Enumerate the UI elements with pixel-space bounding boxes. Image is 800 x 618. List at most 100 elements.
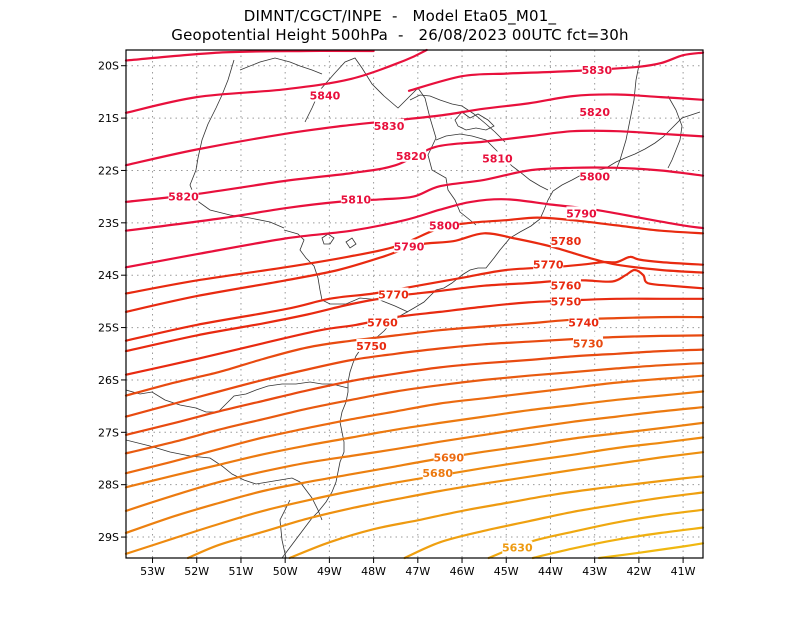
state-border	[125, 381, 349, 413]
y-tick-label-2: 22S	[98, 164, 119, 177]
contour-label-23: 5630	[502, 542, 533, 555]
contour-label-bg-19	[568, 315, 599, 329]
contour-5600-25	[531, 526, 705, 560]
y-tick-label-8: 28S	[98, 479, 119, 492]
contour-5640-21	[186, 451, 705, 560]
x-tick-label-5: 48W	[361, 565, 386, 578]
contour-label-bg-18	[550, 294, 581, 308]
contour-label-bg-2	[581, 62, 612, 76]
contour-5830-1	[124, 48, 428, 114]
contour-label-14: 5770	[533, 259, 564, 272]
contour-label-1: 5830	[374, 120, 405, 133]
country-border	[279, 499, 291, 559]
contour-label-22: 5680	[422, 467, 453, 480]
contour-label-bg-14	[533, 257, 564, 271]
contour-label-bg-22	[422, 466, 453, 480]
plot-frame	[125, 49, 704, 559]
contour-label-7: 5810	[482, 152, 513, 165]
x-axis-ticks: 53W 52W 51W 50W 49W 48W 47W 46W 45W 44W 43W 42W 41W	[140, 558, 696, 578]
contour-5660-19	[124, 421, 705, 534]
contour-label-15: 5760	[367, 316, 398, 329]
state-border	[239, 57, 323, 75]
contour-5830-2	[407, 51, 705, 92]
x-tick-label-2: 51W	[229, 565, 254, 578]
reservoir	[321, 233, 335, 245]
x-tick-label-3: 50W	[273, 565, 298, 578]
contour-lines	[124, 48, 705, 560]
contour-labels: 5840 5830 5830 5820 5820 5820 5810 5810 5800 5800…	[168, 62, 613, 555]
contour-label-9: 5800	[579, 171, 610, 184]
contour-label-bg-16	[550, 278, 581, 292]
contour-5700-15	[124, 362, 705, 455]
contour-label-11: 5790	[566, 207, 597, 220]
contour-5750-10	[124, 268, 705, 353]
x-tick-label-12: 41W	[671, 565, 696, 578]
reservoir	[345, 237, 357, 249]
contour-5680-17	[124, 390, 705, 489]
x-tick-label-7: 46W	[450, 565, 475, 578]
y-axis-ticks: 20S 21S 22S 23S 24S 25S 26S 27S 28S 29S	[98, 60, 126, 544]
y-tick-label-9: 29S	[98, 531, 119, 544]
contour-5790-6	[124, 198, 705, 269]
contour-label-bg-6	[340, 192, 371, 206]
contour-5800-5	[124, 166, 705, 232]
contour-label-18: 5750	[551, 295, 582, 308]
y-tick-label-5: 25S	[98, 322, 119, 335]
x-tick-label-9: 44W	[538, 565, 563, 578]
contour-label-bg-7	[482, 151, 513, 165]
contour-label-0: 5840	[310, 90, 341, 103]
contour-label-16: 5760	[551, 280, 582, 293]
y-tick-label-7: 27S	[98, 426, 119, 439]
contour-5690-16	[124, 374, 705, 475]
contour-5780-7	[124, 216, 705, 295]
contour-label-bg-20	[573, 336, 604, 350]
contour-label-5: 5820	[579, 106, 610, 119]
contour-label-4: 5820	[396, 150, 427, 163]
y-tick-label-0: 20S	[98, 60, 119, 73]
contour-5630-22	[288, 475, 705, 560]
state-border	[615, 59, 641, 171]
contour-5720-13	[124, 334, 705, 418]
x-tick-label-6: 47W	[405, 565, 430, 578]
contour-label-17: 5750	[356, 340, 387, 353]
contour-5670-18	[124, 406, 705, 512]
contour-5820-3	[124, 93, 705, 167]
state-border	[667, 95, 683, 169]
contour-5740-11	[124, 297, 705, 376]
contour-label-8: 5800	[429, 219, 460, 232]
contour-label-bg-12	[550, 234, 581, 248]
contour-label-bg-3	[168, 189, 199, 203]
contour-label-bg-8	[429, 218, 460, 232]
contour-label-10: 5790	[394, 240, 425, 253]
reservoir	[454, 111, 495, 131]
x-tick-label-8: 45W	[494, 565, 519, 578]
x-tick-label-11: 42W	[626, 565, 651, 578]
chart-title-line2: Geopotential Height 500hPa - 26/08/2023 …	[171, 26, 629, 44]
y-tick-label-6: 26S	[98, 374, 119, 387]
contour-label-21: 5690	[433, 451, 464, 464]
contour-label-bg-23	[502, 540, 533, 554]
contour-label-bg-11	[566, 206, 597, 220]
contour-label-13: 5770	[378, 289, 409, 302]
contour-5810-4	[124, 129, 705, 203]
x-tick-label-10: 43W	[582, 565, 607, 578]
contour-label-2: 5830	[582, 64, 613, 77]
x-tick-label-1: 52W	[184, 565, 209, 578]
contour-label-6: 5810	[341, 193, 372, 206]
contour-5760-9	[124, 255, 705, 342]
y-tick-label-3: 23S	[98, 217, 119, 230]
contour-5620-23	[403, 491, 705, 560]
chart-title-line1: DIMNT/CGCT/INPE - Model Eta05_M01_	[243, 7, 557, 25]
contour-5590-26	[598, 542, 705, 560]
state-border	[189, 59, 285, 229]
x-tick-label-4: 49W	[317, 565, 342, 578]
state-border	[125, 439, 323, 521]
contour-5710-14	[124, 348, 705, 436]
contour-label-19: 5740	[568, 316, 599, 329]
contour-label-20: 5730	[573, 337, 604, 350]
contour-label-bg-17	[356, 338, 387, 352]
y-tick-label-4: 24S	[98, 269, 119, 282]
contour-label-bg-1	[374, 118, 405, 132]
contour-5650-20	[124, 436, 705, 555]
contour-5840-0	[124, 49, 375, 62]
